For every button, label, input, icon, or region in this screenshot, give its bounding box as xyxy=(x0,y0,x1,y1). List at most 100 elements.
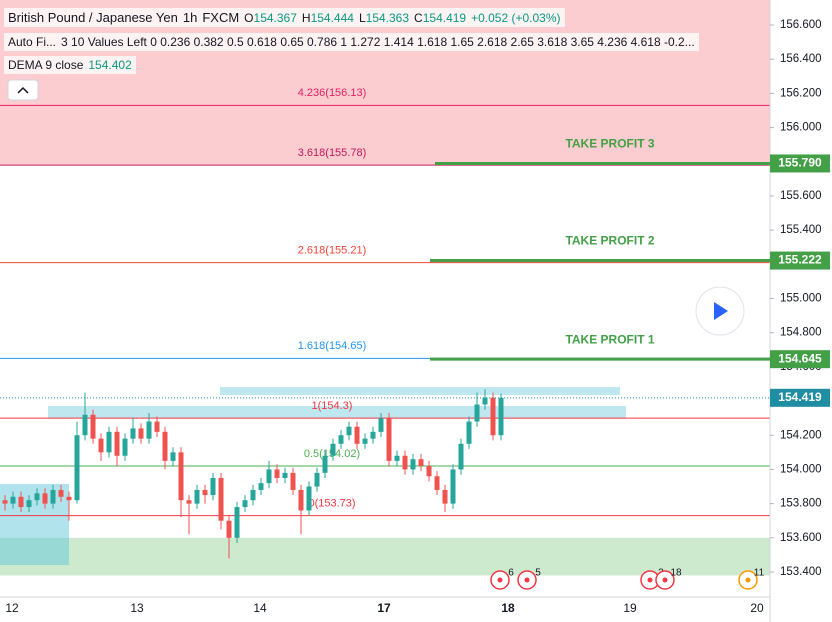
open-label: O xyxy=(244,10,254,25)
event-dot xyxy=(662,577,668,583)
date-label: 20 xyxy=(750,601,764,615)
candle-body xyxy=(490,397,496,436)
candle-body xyxy=(34,493,40,501)
date-label: 19 xyxy=(623,601,637,615)
event-count: 18 xyxy=(670,568,682,579)
price-tag xyxy=(770,154,830,173)
interval: 1h xyxy=(182,10,198,25)
date-label: 13 xyxy=(130,601,144,615)
price-tag-label: 155.222 xyxy=(778,253,822,267)
candle-body xyxy=(498,397,504,436)
candle-body xyxy=(354,426,360,444)
indicator-values: 3 10 Values Left 0 0.236 0.382 0.5 0.618… xyxy=(61,35,695,49)
fib-label: 4.236(156.13) xyxy=(298,87,367,99)
candle-body xyxy=(90,414,96,439)
collapse-button[interactable] xyxy=(7,79,39,101)
symbol-legend: British Pound / Japanese Yen 1h FXCM O15… xyxy=(4,8,565,27)
candle-body xyxy=(130,428,136,439)
dema-legend: DEMA 9 close 154.402 xyxy=(4,56,136,74)
candle-body xyxy=(442,489,448,504)
candle-body xyxy=(466,421,472,444)
indicator-name: Auto Fi... xyxy=(8,35,57,49)
take-profit-label: TAKE PROFIT 1 xyxy=(565,332,654,346)
fib-label: 1(154.3) xyxy=(312,400,353,412)
candle-body xyxy=(410,459,416,470)
candle-body xyxy=(282,472,288,478)
fib-label: 0(153.73) xyxy=(308,497,355,509)
candle-body xyxy=(10,496,16,504)
price-tick-label: 155.600 xyxy=(780,190,822,202)
close: 154.419 xyxy=(422,10,467,25)
last-price-tag xyxy=(770,388,830,407)
event-count: 6 xyxy=(508,568,514,579)
event-count: 5 xyxy=(535,568,541,579)
fib-label: 2.618(155.21) xyxy=(298,245,367,257)
candle-body xyxy=(482,397,488,405)
date-label: 17 xyxy=(377,601,391,615)
candle-body xyxy=(314,472,320,487)
candle-body xyxy=(250,489,256,501)
candle-body xyxy=(114,431,120,456)
price-tag xyxy=(770,350,830,369)
candle-body xyxy=(106,431,112,453)
candle-body xyxy=(362,438,368,444)
candle-body xyxy=(322,455,328,473)
price-tick-label: 156.400 xyxy=(780,53,822,65)
candle-body xyxy=(178,452,184,501)
date-label: 12 xyxy=(5,601,19,615)
symbol: British Pound / Japanese Yen xyxy=(8,10,178,25)
low: 154.363 xyxy=(365,10,410,25)
price-tick-label: 156.000 xyxy=(780,122,822,134)
candle-body xyxy=(42,493,48,504)
candle-body xyxy=(242,500,248,508)
candle-body xyxy=(58,489,64,497)
candle-body xyxy=(338,435,344,444)
event-count: 11 xyxy=(754,568,765,579)
candle-body xyxy=(162,431,168,461)
indicator-name: DEMA 9 close xyxy=(8,58,84,72)
candle-body xyxy=(426,466,432,477)
fib-legend: Auto Fi... 3 10 Values Left 0 0.236 0.38… xyxy=(4,33,699,51)
candle-body xyxy=(258,483,264,490)
candle-body xyxy=(210,477,216,496)
candle-body xyxy=(474,404,480,422)
last-price-tag-label: 154.419 xyxy=(778,390,822,404)
take-profit-label: TAKE PROFIT 3 xyxy=(565,137,654,151)
candle-body xyxy=(194,489,200,504)
price-tick-label: 153.400 xyxy=(780,566,822,578)
candle-body xyxy=(186,500,192,504)
collapse-icon xyxy=(17,86,29,94)
candle-body xyxy=(154,421,160,432)
candle-body xyxy=(434,476,440,490)
close-label: C xyxy=(414,10,423,25)
low-label: L xyxy=(358,10,366,25)
open: 154.367 xyxy=(253,10,297,25)
high: 154.444 xyxy=(310,10,354,25)
candle-body xyxy=(274,469,280,478)
candle-body xyxy=(450,469,456,504)
price-tick-label: 155.400 xyxy=(780,224,822,236)
zone xyxy=(220,387,620,396)
zone xyxy=(0,537,770,576)
candle-body xyxy=(418,459,424,467)
price-tick-label: 156.600 xyxy=(780,19,822,31)
candle-body xyxy=(402,455,408,470)
candle-body xyxy=(122,438,128,456)
candle-body xyxy=(66,496,72,501)
price-tick-label: 155.000 xyxy=(780,293,822,305)
candle-body xyxy=(82,414,88,436)
candle-body xyxy=(146,421,152,439)
price-tick-label: 153.600 xyxy=(780,532,822,544)
take-profit-label: TAKE PROFIT 2 xyxy=(565,234,654,248)
plot-area xyxy=(0,0,770,597)
high-label: H xyxy=(301,10,311,25)
event-dot xyxy=(745,577,751,583)
play-icon xyxy=(714,302,728,320)
candle-body xyxy=(74,435,80,501)
price-tag-label: 155.790 xyxy=(778,156,822,170)
event-dot xyxy=(524,577,530,583)
candle-body xyxy=(330,443,336,456)
price-tick-label: 156.200 xyxy=(780,87,822,99)
zone xyxy=(0,0,770,166)
